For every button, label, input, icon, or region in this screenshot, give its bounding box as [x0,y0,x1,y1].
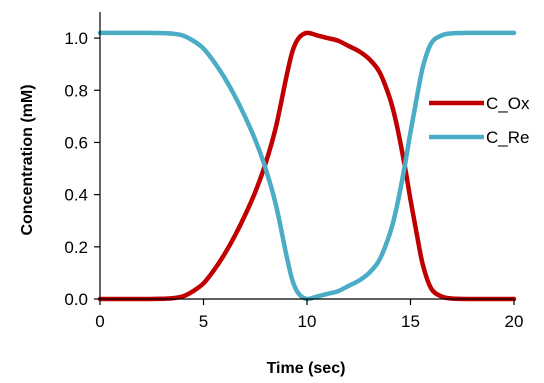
x-tick-label: 20 [505,312,524,331]
x-tick-label: 5 [199,312,208,331]
legend-label: C_Re [486,128,529,147]
x-tick-label: 0 [95,312,104,331]
y-tick-label: 0.0 [64,290,88,309]
y-tick-label: 0.2 [64,238,88,257]
x-axis-ticks: 0 5 10 15 20 [95,299,523,331]
legend: C_Ox C_Re [429,94,530,147]
y-tick-label: 1.0 [64,29,88,48]
series-line-c-ox [97,30,517,302]
y-tick-label: 0.6 [64,133,88,152]
series-layer [97,30,517,302]
legend-label: C_Ox [486,94,530,113]
x-tick-label: 10 [298,312,317,331]
y-axis-ticks: 0.0 0.2 0.4 0.6 0.8 1.0 [64,29,100,309]
y-tick-label: 0.8 [64,81,88,100]
x-axis-title: Time (sec) [267,360,346,377]
y-axis-title: Concentration (mM) [19,84,36,235]
series-line-c-re [97,30,517,302]
y-tick-label: 0.4 [64,186,88,205]
x-tick-label: 15 [401,312,420,331]
axes-layer [99,12,514,300]
